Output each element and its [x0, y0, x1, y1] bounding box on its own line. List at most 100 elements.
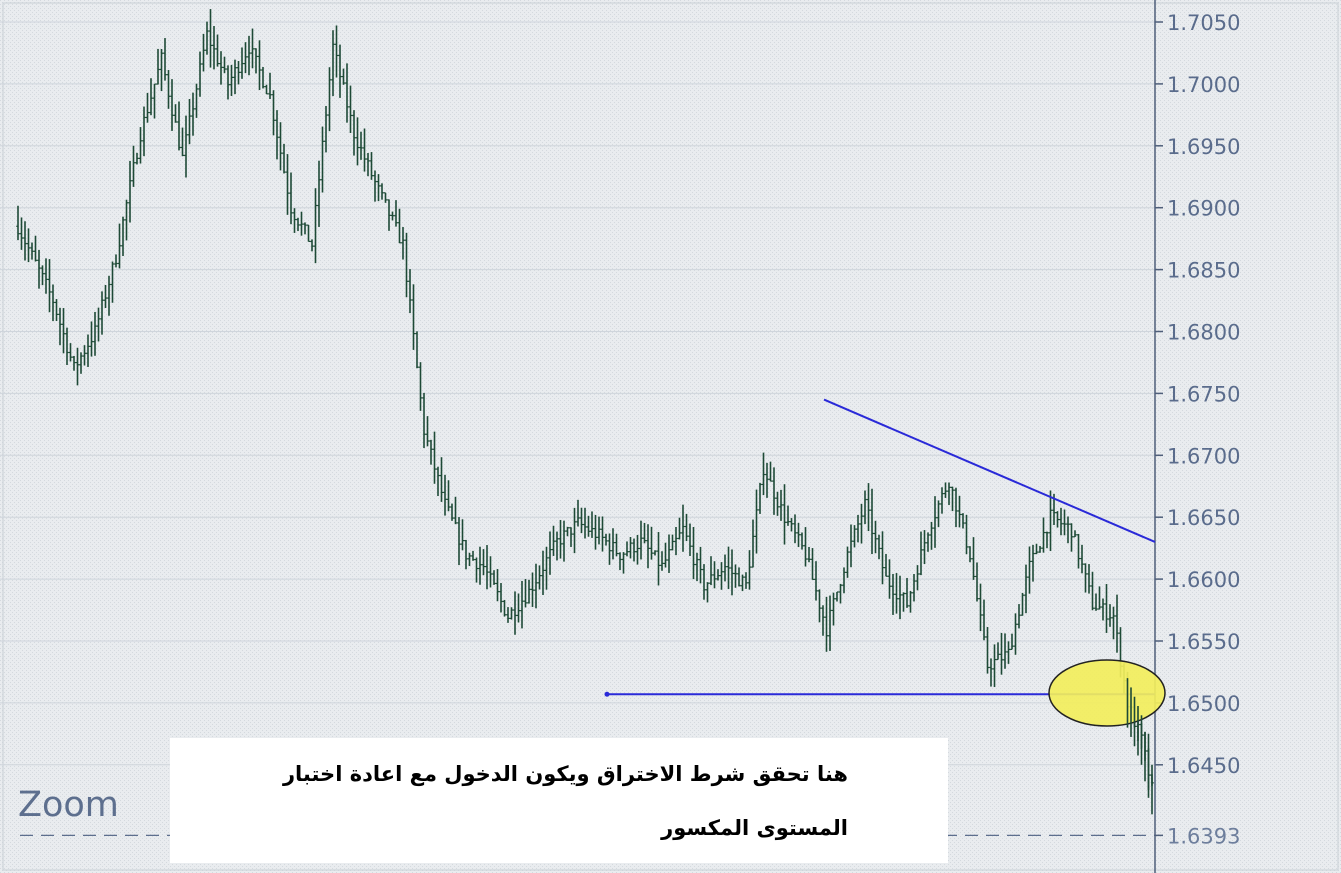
- ohlc-bar: [936, 500, 941, 528]
- ohlc-bar: [450, 503, 454, 521]
- ohlc-bar: [565, 526, 570, 537]
- ohlc-bar: [1045, 531, 1049, 549]
- ohlc-series: [16, 9, 1154, 790]
- ohlc-bar: [740, 574, 745, 592]
- ohlc-bar: [446, 480, 451, 512]
- ohlc-bar: [1097, 586, 1102, 610]
- ohlc-bar: [114, 254, 118, 268]
- ohlc-bar: [863, 490, 867, 525]
- ohlc-bar: [912, 574, 916, 602]
- ohlc-bar: [600, 516, 605, 552]
- ohlc-bar: [275, 110, 279, 160]
- ohlc-bar: [653, 550, 657, 556]
- ohlc-bar: [292, 208, 297, 233]
- ohlc-bar: [355, 117, 360, 166]
- ohlc-bar: [184, 115, 188, 178]
- ohlc-bar: [51, 284, 55, 322]
- ohlc-bar: [621, 552, 626, 574]
- ohlc-bar: [744, 572, 748, 589]
- ohlc-bar: [1090, 571, 1095, 611]
- y-tick-label: 1.6700: [1167, 444, 1240, 468]
- ohlc-bar: [807, 546, 811, 563]
- ohlc-bar: [975, 562, 979, 602]
- ohlc-bar: [152, 83, 157, 119]
- ohlc-bar: [509, 607, 514, 620]
- ohlc-bar: [1069, 523, 1074, 552]
- ohlc-bar: [478, 546, 482, 585]
- y-tick-label: 1.6500: [1167, 692, 1240, 716]
- ohlc-bar: [856, 514, 860, 543]
- ohlc-bar: [107, 275, 111, 316]
- ohlc-bar: [89, 321, 94, 357]
- ohlc-bar: [992, 644, 997, 688]
- ohlc-bar: [625, 541, 629, 557]
- ohlc-bar: [432, 431, 437, 484]
- ohlc-bar: [1101, 598, 1105, 621]
- ohlc-bar: [922, 530, 927, 565]
- ohlc-bar: [541, 550, 545, 596]
- ohlc-bar: [1055, 511, 1060, 528]
- ohlc-bar: [674, 527, 678, 556]
- ohlc-bar: [695, 552, 699, 582]
- ohlc-bar: [1076, 533, 1081, 569]
- ohlc-bar: [611, 528, 615, 560]
- ohlc-bar: [1006, 641, 1011, 664]
- ohlc-bar: [61, 308, 66, 354]
- ohlc-bar: [758, 482, 762, 514]
- ohlc-bar: [779, 489, 783, 521]
- ohlc-bar: [299, 211, 304, 236]
- ohlc-bar: [1003, 633, 1007, 669]
- ohlc-bar: [16, 205, 20, 241]
- ohlc-bar: [390, 211, 395, 221]
- support-anchor: [604, 691, 610, 697]
- ohlc-bar: [705, 582, 710, 603]
- ohlc-bar: [667, 534, 671, 573]
- ohlc-bar: [110, 261, 115, 303]
- ohlc-bar: [1020, 592, 1025, 616]
- ohlc-bar: [54, 299, 59, 322]
- ohlc-bar: [418, 362, 423, 411]
- ohlc-bar: [205, 21, 209, 55]
- ohlc-bar: [488, 556, 493, 588]
- ohlc-bar: [464, 539, 468, 570]
- ohlc-bar: [901, 592, 906, 612]
- ohlc-bar: [789, 518, 794, 532]
- ohlc-bar: [457, 517, 461, 566]
- ohlc-bar: [453, 496, 458, 525]
- ohlc-bar: [1108, 604, 1112, 627]
- ohlc-bar: [782, 484, 787, 545]
- ohlc-bar: [215, 34, 220, 67]
- ohlc-bar: [569, 527, 573, 547]
- ohlc-bar: [166, 70, 171, 109]
- ohlc-bar: [236, 61, 241, 85]
- ohlc-bar: [303, 222, 307, 235]
- ohlc-bar: [940, 487, 944, 514]
- zoom-label: Zoom: [18, 785, 119, 825]
- ohlc-bar: [835, 591, 839, 602]
- ohlc-bar: [149, 78, 153, 116]
- ohlc-bar: [971, 537, 976, 580]
- ohlc-bar: [572, 507, 577, 554]
- ohlc-bar: [443, 474, 447, 516]
- ohlc-bar: [352, 110, 356, 156]
- ohlc-bar: [905, 577, 909, 608]
- ohlc-bar: [383, 192, 388, 203]
- ohlc-bar: [796, 522, 801, 548]
- ohlc-bar: [1034, 543, 1039, 555]
- ohlc-bar: [607, 533, 612, 565]
- ohlc-bar: [908, 591, 913, 613]
- ohlc-bar: [947, 482, 951, 506]
- ohlc-bar: [240, 47, 244, 79]
- ohlc-bar: [842, 567, 846, 594]
- ohlc-bar: [800, 532, 804, 550]
- ohlc-bar: [86, 334, 90, 367]
- ohlc-bar: [719, 562, 724, 590]
- ohlc-bar: [177, 101, 181, 151]
- ohlc-bar: [334, 25, 339, 78]
- ohlc-bar: [968, 546, 972, 563]
- ohlc-bar: [558, 519, 563, 559]
- y-tick-label: 1.7000: [1167, 73, 1240, 97]
- ohlc-bar: [576, 499, 580, 527]
- ohlc-bar: [709, 556, 713, 586]
